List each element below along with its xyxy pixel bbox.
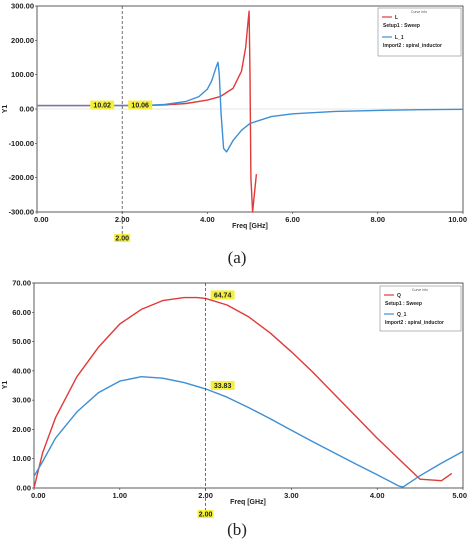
b-xtick-label: 5.00 [452, 491, 467, 500]
chart-a-caption: (a) [228, 248, 247, 267]
b-ytick-label: 0.00 [16, 484, 31, 493]
b-xtick-label: 0.00 [31, 491, 46, 500]
b-series-1-line [33, 296, 453, 489]
a-marker-x-label: 2.00 [115, 236, 129, 243]
a-ytick-label: 100.00 [11, 70, 34, 79]
a-series-1-line [37, 10, 258, 213]
a-ytick-label: -200.00 [9, 173, 34, 182]
chart-a-legend-source-1: Setup1 : Sweep [383, 23, 420, 29]
a-ytick-label: -300.00 [9, 208, 34, 217]
b-marker-x-badge [197, 510, 214, 518]
a-xtick-label: 10.00 [448, 215, 467, 224]
a-ytick-label: 200.00 [11, 36, 34, 45]
b-marker-value-badge-1 [210, 290, 235, 300]
chart-a-xlabel: Freq [GHz] [232, 223, 268, 230]
b-marker-value-label-1: 64.74 [214, 292, 232, 299]
a-ytick-label: 0.00 [19, 105, 34, 114]
chart-a-legend: Curve Info L Setup1 : Sweep L_1 Import2 … [377, 7, 462, 57]
chart-b-series [33, 296, 464, 489]
a-xtick-label: 8.00 [370, 215, 385, 224]
b-xtick-label: 3.00 [284, 491, 299, 500]
chart-b-legend-box [379, 285, 462, 332]
chart-b-legend-source-2: Import2 : spiral_inductor [385, 320, 444, 326]
chart-b-plot-frame [33, 282, 464, 489]
b-xtick-label: 4.00 [370, 491, 385, 500]
chart-b-xlabel: Freq [GHz] [230, 499, 266, 506]
b-marker-value-badge-2 [210, 380, 235, 390]
chart-a-legend-title: Curve Info [411, 10, 427, 14]
chart-a-legend-name-1: L [395, 15, 398, 21]
b-ytick-label: 60.00 [12, 308, 31, 317]
a-series-2-line [37, 61, 464, 153]
b-ytick-label: 40.00 [12, 366, 31, 375]
chart-a-marker: 2.00 10.02 10.06 [90, 6, 153, 243]
b-xtick-label: 1.00 [112, 491, 127, 500]
chart-a: 300.00 200.00 100.00 0.00 -100.00 -200.00 -300… [2, 2, 467, 268]
b-marker-value-label-2: 33.83 [214, 383, 232, 390]
a-ytick-label: -100.00 [9, 139, 34, 148]
chart-b-ylabel: Y1 [2, 381, 9, 390]
chart-b-legend-name-2: Q_1 [397, 312, 407, 318]
b-ytick-label: 30.00 [12, 396, 31, 405]
a-marker-value-label-2: 10.06 [131, 103, 149, 110]
chart-b-legend-name-1: Q [397, 293, 401, 299]
a-xtick-label: 0.00 [34, 215, 49, 224]
chart-b-legend-title: Curve Info [412, 288, 428, 292]
chart-a-legend-source-2: Import2 : spiral_inductor [383, 43, 442, 49]
b-series-2-line [33, 376, 464, 488]
b-ytick-label: 70.00 [12, 279, 31, 288]
chart-b-legend: Curve Info Q Setup1 : Sweep Q_1 Import2 … [379, 285, 462, 332]
chart-b: 70.0060.0050.0040.0030.0020.0010.000.00 … [2, 279, 467, 539]
a-xtick-label: 4.00 [200, 215, 215, 224]
a-marker-value-badge-1 [90, 100, 115, 110]
a-xtick-label: 6.00 [285, 215, 300, 224]
a-ytick-label: 300.00 [11, 2, 34, 11]
b-ytick-label: 10.00 [12, 454, 31, 463]
chart-b-marker: 2.00 64.74 33.83 [197, 283, 235, 519]
a-xtick-label: 2.00 [115, 215, 130, 224]
chart-a-ylabel: Y1 [2, 105, 9, 114]
a-marker-value-label-1: 10.02 [93, 103, 111, 110]
b-ytick-label: 20.00 [12, 425, 31, 434]
chart-b-caption: (b) [227, 520, 247, 539]
a-marker-value-badge-2 [128, 100, 153, 110]
chart-b-legend-source-1: Setup1 : Sweep [385, 301, 422, 307]
b-ytick-label: 50.00 [12, 337, 31, 346]
chart-a-legend-box [377, 7, 462, 57]
b-marker-x-label: 2.00 [199, 512, 213, 519]
chart-a-legend-name-2: L_1 [395, 35, 404, 41]
a-marker-x-badge [114, 234, 131, 242]
